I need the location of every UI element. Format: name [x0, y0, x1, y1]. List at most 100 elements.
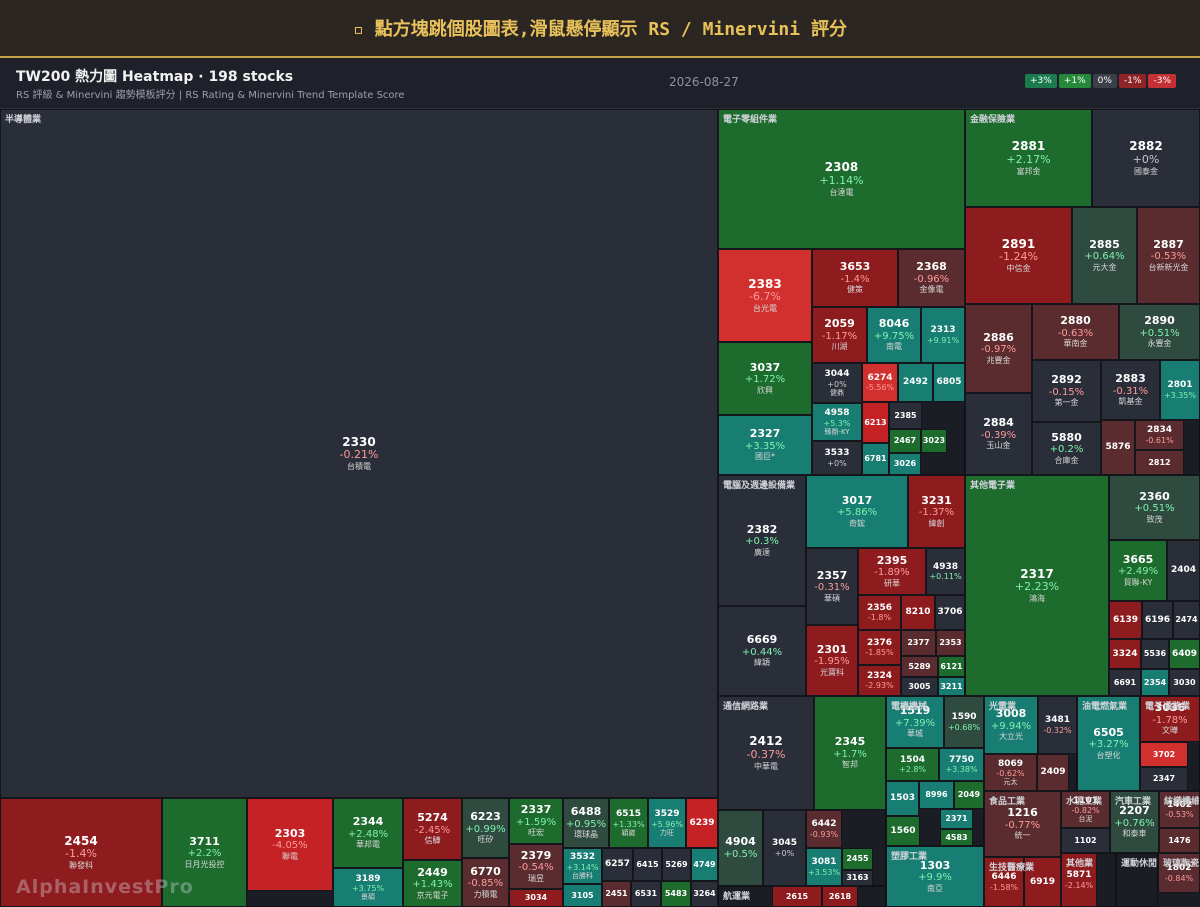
stock-tile-2615[interactable]: 2615 [772, 886, 822, 907]
stock-tile-2882[interactable]: 2882 +0% 國泰金 [1092, 109, 1200, 207]
stock-tile-3211[interactable]: 3211 [938, 677, 965, 696]
stock-tile-3481[interactable]: 3481 -0.32% [1038, 696, 1077, 754]
stock-tile-4749[interactable]: 4749 [691, 848, 718, 881]
stock-tile-2890[interactable]: 2890 +0.51% 永豐金 [1119, 304, 1200, 360]
stock-tile-2451[interactable]: 2451 [602, 881, 631, 907]
stock-tile-3081[interactable]: 3081 +3.53% [806, 848, 842, 886]
stock-tile-1216[interactable]: 1216 -0.77% 統一 [984, 791, 1061, 857]
stock-tile-3017[interactable]: 3017 +5.86% 奇鋐 [806, 475, 908, 548]
stock-tile-4583[interactable]: 4583 [940, 829, 973, 846]
stock-tile-3044[interactable]: 3044 +0% 健鼎 [812, 363, 862, 403]
stock-tile-2377[interactable]: 2377 [901, 630, 936, 656]
stock-tile-4958[interactable]: 4958 +5.3% 臻鼎-KY [812, 403, 862, 441]
stock-tile-5483[interactable]: 5483 [661, 881, 691, 907]
stock-tile-2891[interactable]: 2891 -1.24% 中信金 [965, 207, 1072, 304]
stock-tile-3045[interactable]: 3045 +0% [763, 810, 806, 886]
stock-tile-1504[interactable]: 1504 +2.8% [886, 748, 939, 781]
stock-tile-3533[interactable]: 3533 +0% [812, 441, 862, 475]
stock-tile-1303[interactable]: 1303 +9.9% 南亞 [886, 846, 984, 907]
stock-tile-2356[interactable]: 2356 -1.8% [858, 595, 901, 630]
stock-tile-5289[interactable]: 5289 [901, 656, 938, 677]
stock-tile-3163[interactable]: 3163 [842, 870, 873, 886]
stock-tile-3189[interactable]: 3189 +3.75% 景碩 [333, 868, 403, 907]
stock-tile-1590[interactable]: 1590 +0.68% [944, 696, 984, 748]
stock-tile-2449[interactable]: 2449 +1.43% 京元電子 [403, 860, 462, 907]
stock-tile-2492[interactable]: 2492 [898, 363, 933, 402]
stock-tile-2409[interactable]: 2409 [1037, 754, 1069, 791]
stock-tile-2395[interactable]: 2395 -1.89% 研華 [858, 548, 926, 595]
stock-tile-6274[interactable]: 6274 -5.56% [862, 363, 898, 402]
stock-tile-2360[interactable]: 2360 +0.51% 致茂 [1109, 475, 1200, 540]
stock-tile-5871[interactable]: 5871 -2.14% [1061, 853, 1097, 907]
stock-tile-2345[interactable]: 2345 +1.7% 智邦 [814, 696, 886, 810]
stock-tile-6139[interactable]: 6139 [1109, 601, 1142, 639]
stock-tile-2376[interactable]: 2376 -1.85% [858, 630, 901, 665]
stock-tile-2354[interactable]: 2354 [1141, 669, 1169, 696]
stock-tile-5876[interactable]: 5876 [1101, 420, 1135, 475]
stock-tile-2353[interactable]: 2353 [936, 630, 965, 656]
stock-tile-8069[interactable]: 8069 -0.62% 元太 [984, 754, 1037, 791]
stock-tile-6781[interactable]: 6781 [862, 443, 889, 475]
stock-tile-6505[interactable]: 6505 +3.27% 台塑化 [1077, 696, 1140, 791]
stock-tile-3030[interactable]: 3030 [1169, 669, 1200, 696]
stock-tile-6770[interactable]: 6770 -0.85% 力積電 [462, 858, 509, 907]
stock-tile-6691[interactable]: 6691 [1109, 669, 1141, 696]
stock-tile-2834[interactable]: 2834 -0.61% [1135, 420, 1184, 450]
stock-tile-2308[interactable]: 2308 +1.14% 台達電 [718, 109, 965, 249]
stock-tile-6531[interactable]: 6531 [631, 881, 661, 907]
stock-tile-2337[interactable]: 2337 +1.59% 旺宏 [509, 798, 563, 844]
stock-tile-6196[interactable]: 6196 [1142, 601, 1173, 639]
stock-tile-8996[interactable]: 8996 [919, 781, 954, 809]
stock-tile-2301[interactable]: 2301 -1.95% 光寶科 [806, 625, 858, 696]
stock-tile-2883[interactable]: 2883 -0.31% 凱基金 [1101, 360, 1160, 420]
stock-tile-1560[interactable]: 1560 [886, 816, 920, 846]
stock-tile-3036[interactable]: 3036 -1.78% 文曄 [1140, 696, 1200, 742]
stock-tile-2382[interactable]: 2382 +0.3% 廣達 [718, 475, 806, 606]
stock-tile-2324[interactable]: 2324 -2.93% [858, 665, 901, 696]
stock-tile-2371[interactable]: 2371 [940, 809, 973, 829]
stock-tile-1476[interactable]: 1476 [1159, 828, 1200, 853]
stock-tile-6409[interactable]: 6409 [1169, 639, 1200, 669]
stock-tile-2327[interactable]: 2327 +3.35% 國巨* [718, 415, 812, 475]
stock-tile-1503[interactable]: 1503 [886, 781, 919, 816]
stock-tile-6213[interactable]: 6213 [862, 402, 889, 443]
stock-tile-6669[interactable]: 6669 +0.44% 緯穎 [718, 606, 806, 696]
stock-tile-2313[interactable]: 2313 +9.91% [921, 307, 965, 363]
stock-tile-3324[interactable]: 3324 [1109, 639, 1141, 669]
stock-tile-3264[interactable]: 3264 [691, 881, 718, 907]
stock-tile-2892[interactable]: 2892 -0.15% 第一金 [1032, 360, 1101, 422]
stock-tile-5274[interactable]: 5274 -2.45% 信驊 [403, 798, 462, 860]
stock-tile-3037[interactable]: 3037 +1.72% 欣興 [718, 342, 812, 415]
stock-tile-2618[interactable]: 2618 [822, 886, 858, 907]
stock-tile-8046[interactable]: 8046 +9.75% 南電 [867, 307, 921, 363]
stock-tile-3105[interactable]: 3105 [563, 884, 602, 907]
stock-tile-3706[interactable]: 3706 [935, 595, 965, 630]
stock-tile-6488[interactable]: 6488 +0.95% 環球晶 [563, 798, 609, 848]
stock-tile-2383[interactable]: 2383 -6.7% 台光電 [718, 249, 812, 342]
stock-tile-2801[interactable]: 2801 +3.35% [1160, 360, 1200, 420]
stock-tile-2330[interactable]: 2330 -0.21% 台積電 [0, 109, 718, 798]
stock-tile-6239[interactable]: 6239 [686, 798, 718, 848]
stock-tile-6257[interactable]: 6257 [602, 848, 633, 881]
stock-tile-2379[interactable]: 2379 -0.54% 瑞昱 [509, 844, 563, 889]
stock-tile-1102[interactable]: 1102 [1061, 828, 1110, 853]
stock-tile-2404[interactable]: 2404 [1167, 540, 1200, 601]
stock-tile-7750[interactable]: 7750 +3.38% [939, 748, 984, 781]
stock-tile-6442[interactable]: 6442 -0.93% [806, 810, 842, 848]
stock-tile-2880[interactable]: 2880 -0.63% 華南金 [1032, 304, 1119, 360]
stock-tile-3034[interactable]: 3034 [509, 889, 563, 907]
stock-tile-1802[interactable]: 1802 -0.84% [1158, 853, 1200, 893]
stock-tile-5536[interactable]: 5536 [1141, 639, 1169, 669]
stock-tile-6805[interactable]: 6805 [933, 363, 965, 402]
stock-tile-2887[interactable]: 2887 -0.53% 台新新光金 [1137, 207, 1200, 304]
stock-tile-5269[interactable]: 5269 [662, 848, 691, 881]
stock-tile-2344[interactable]: 2344 +2.48% 華邦電 [333, 798, 403, 868]
stock-tile-2467[interactable]: 2467 [889, 429, 921, 453]
stock-tile-6121[interactable]: 6121 [938, 656, 965, 677]
stock-tile-2368[interactable]: 2368 -0.96% 金像電 [898, 249, 965, 307]
stock-tile-3005[interactable]: 3005 [901, 677, 938, 696]
stock-tile-2454[interactable]: 2454 -1.4% 聯發科 [0, 798, 162, 907]
stock-tile-2881[interactable]: 2881 +2.17% 富邦金 [965, 109, 1092, 207]
stock-tile-3653[interactable]: 3653 -1.4% 健策 [812, 249, 898, 307]
stock-tile-2884[interactable]: 2884 -0.39% 玉山金 [965, 393, 1032, 475]
